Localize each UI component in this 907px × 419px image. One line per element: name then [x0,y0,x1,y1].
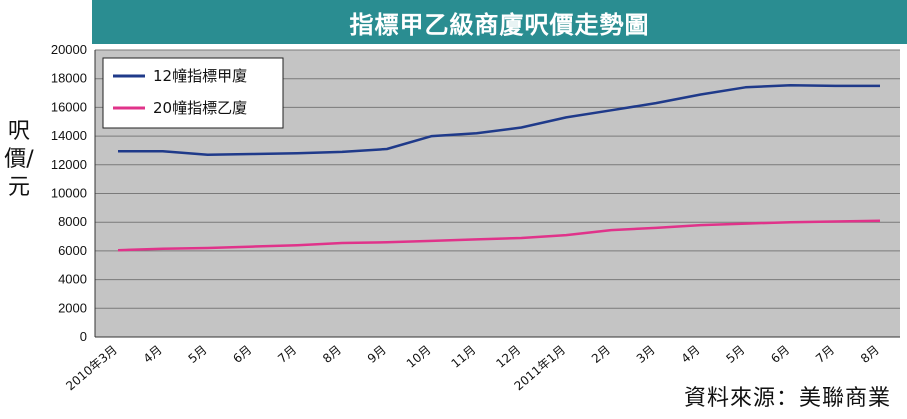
y-tick-label: 2000 [58,300,87,315]
y-tick-label: 4000 [58,272,87,287]
y-tick-label: 0 [80,329,87,344]
x-tick-label: 12月 [493,343,523,371]
legend-box [102,57,284,129]
series-line-2 [117,219,881,252]
y-tick-label: 14000 [51,128,87,143]
y-tick-label: 12000 [51,157,87,172]
x-tick-label: 9月 [365,343,389,366]
x-tick-label: 6月 [230,343,254,366]
x-tick-label: 7月 [275,343,299,366]
x-tick-label: 2010年3月 [63,343,120,394]
legend-label: 20幢指標乙廈 [153,99,247,117]
x-tick-label: 3月 [634,343,658,366]
x-tick-label: 4月 [141,343,165,366]
x-tick-label: 5月 [186,343,210,366]
chart-title: 指標甲乙級商廈呎價走勢圖 [92,0,907,44]
y-tick-label: 20000 [51,42,87,57]
y-tick-label: 18000 [51,71,87,86]
x-tick-label: 8月 [858,343,882,366]
x-tick-label: 11月 [449,343,479,371]
x-tick-label: 2月 [589,343,613,366]
source-note: 資料來源：美聯商業 [683,386,891,411]
x-tick-label: 6月 [768,343,792,366]
x-tick-label: 10月 [404,343,434,371]
x-tick-label: 7月 [813,343,837,366]
series-line-1 [118,83,880,157]
y-tick-label: 6000 [58,243,87,258]
x-tick-label: 8月 [320,343,344,366]
y-axis-label: 呎價/元 [4,119,34,200]
y-tick-label: 16000 [51,99,87,114]
x-tick-label: 4月 [679,343,703,366]
legend-label: 12幢指標甲廈 [153,67,247,85]
x-tick-label: 5月 [723,343,747,366]
y-tick-label: 10000 [51,186,87,201]
y-tick-label: 8000 [58,214,87,229]
